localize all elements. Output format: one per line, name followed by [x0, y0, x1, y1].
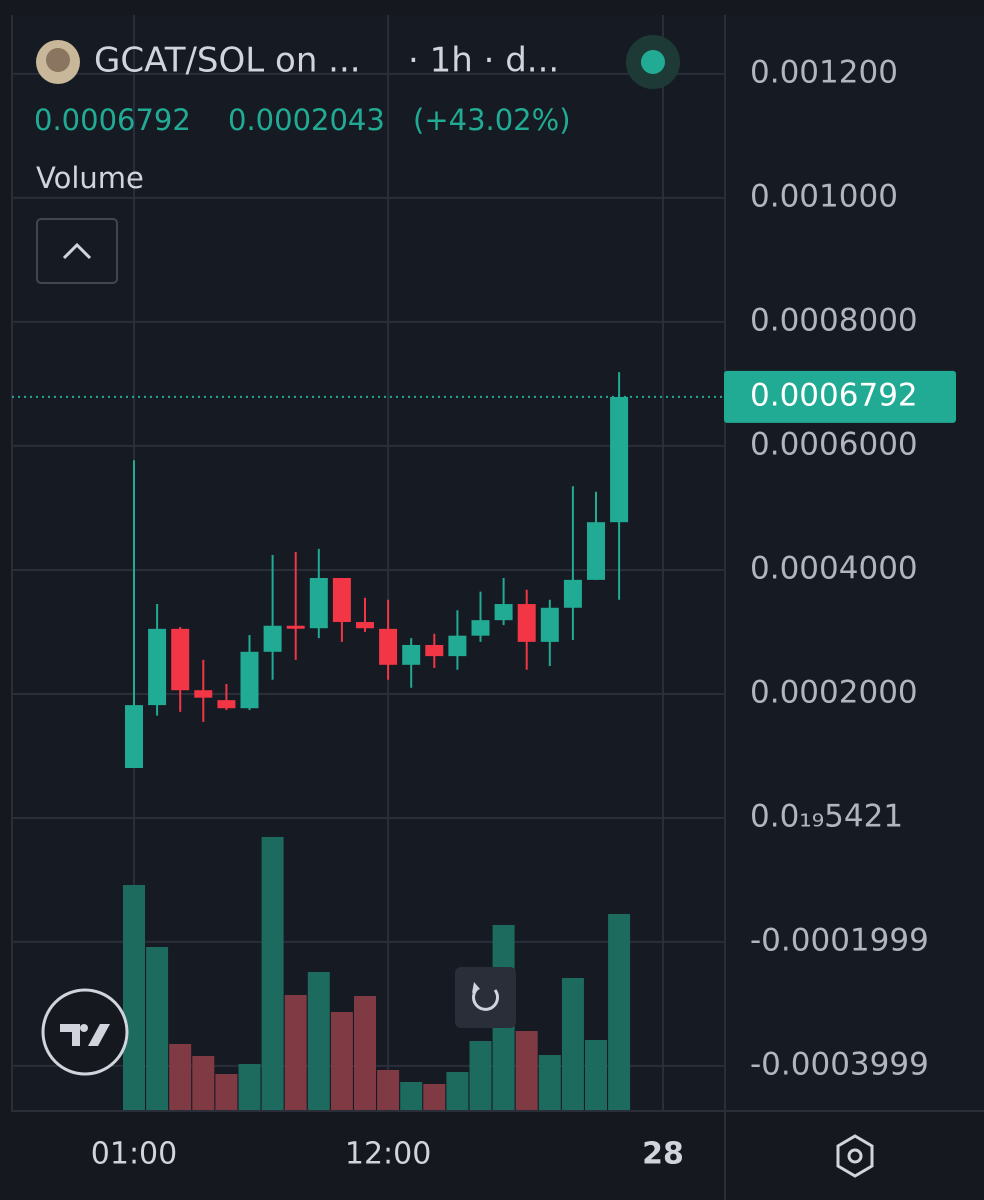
candle-body [125, 705, 143, 768]
volume-bar [146, 947, 169, 1110]
candle-body [540, 607, 559, 642]
candle-body [425, 644, 444, 657]
volume-bar [515, 1031, 538, 1110]
status-dot [641, 50, 665, 74]
volume-bar [585, 1040, 607, 1110]
reset-button[interactable] [455, 967, 516, 1028]
x-tick-label: 01:00 [91, 1137, 177, 1172]
volume-bar [169, 1044, 192, 1110]
candle-body [332, 578, 351, 623]
volume-bar [284, 995, 307, 1110]
logo-dot [80, 1024, 88, 1032]
settings-icon [847, 1148, 863, 1164]
settings-button[interactable] [836, 1134, 874, 1178]
reset-icon-arrow [472, 982, 480, 993]
change-pct: (+43.02%) [413, 103, 571, 137]
volume-bar [330, 1012, 353, 1110]
candle-body [379, 628, 398, 665]
interval: · 1h · d... [408, 41, 559, 81]
volume-bar [608, 914, 631, 1110]
volume-bar [400, 1082, 423, 1110]
volume-bar [354, 996, 376, 1110]
candle-body [217, 700, 236, 709]
candle-body [587, 522, 605, 580]
candle-body [171, 628, 190, 691]
y-tick-label: 0.0008000 [750, 302, 918, 338]
y-tick-label: -0.0003999 [750, 1046, 929, 1082]
last-price-label: 0.0006792 [750, 377, 918, 413]
candle-body [194, 690, 213, 698]
y-tick-label: 0.0₁₉5421 [750, 798, 903, 834]
candle-body [309, 578, 328, 629]
chevron-icon [62, 242, 92, 260]
reset-icon [472, 986, 500, 1011]
y-tick-label: -0.0001999 [750, 922, 929, 958]
candle-body [448, 635, 467, 657]
candle-body [286, 625, 305, 629]
candle-body [263, 625, 282, 652]
token-icon-face [46, 48, 70, 72]
logo [60, 1024, 110, 1046]
volume-bar [123, 885, 145, 1110]
volume-bar [215, 1074, 238, 1110]
volume-bar [307, 972, 330, 1110]
y-tick-label: 0.0004000 [750, 550, 918, 586]
indicator-name: Volume [36, 161, 144, 195]
volume-bar [423, 1084, 446, 1110]
candle-body [494, 604, 513, 621]
x-tick-label: 12:00 [345, 1137, 431, 1172]
logo-button[interactable] [41, 988, 129, 1076]
candle-body [563, 579, 582, 608]
candle-body [471, 620, 490, 636]
volume-bar [446, 1072, 469, 1110]
volume-bar [469, 1041, 492, 1110]
volume-bar [561, 978, 584, 1110]
candle-body [517, 604, 536, 642]
volume-bar [238, 1064, 261, 1110]
candle-body [356, 622, 374, 629]
candle-body [610, 396, 629, 523]
volume-bar [192, 1056, 215, 1110]
volume-bar [377, 1070, 400, 1110]
candle-body [402, 644, 421, 665]
price: 0.0006792 [34, 103, 191, 137]
change: 0.0002043 [228, 103, 385, 137]
y-tick-label: 0.001200 [750, 54, 898, 90]
y-tick-label: 0.001000 [750, 178, 898, 214]
date-label: 28 [642, 1137, 684, 1172]
y-tick-label: 0.0002000 [750, 674, 918, 710]
volume-bar [261, 837, 284, 1110]
y-tick-label: 0.0006000 [750, 426, 918, 462]
candle-body [240, 651, 259, 709]
symbol-title: GCAT/SOL on ... [94, 41, 361, 81]
collapse-button[interactable] [36, 218, 118, 284]
volume-bar [538, 1055, 561, 1110]
candle-body [148, 628, 167, 706]
last-price-tag [724, 370, 956, 423]
